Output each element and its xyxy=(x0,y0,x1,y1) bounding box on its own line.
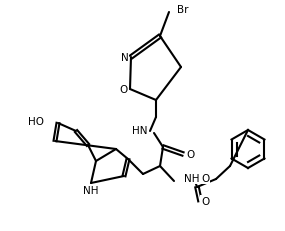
Text: N: N xyxy=(121,53,129,63)
Text: NH: NH xyxy=(184,173,200,183)
Text: HO: HO xyxy=(28,116,44,126)
Text: O: O xyxy=(201,173,209,183)
Text: Br: Br xyxy=(177,5,188,15)
Text: O: O xyxy=(119,85,127,94)
Text: HN: HN xyxy=(132,125,148,135)
Text: O: O xyxy=(201,196,209,206)
Text: O: O xyxy=(186,149,194,159)
Text: NH: NH xyxy=(83,185,99,195)
